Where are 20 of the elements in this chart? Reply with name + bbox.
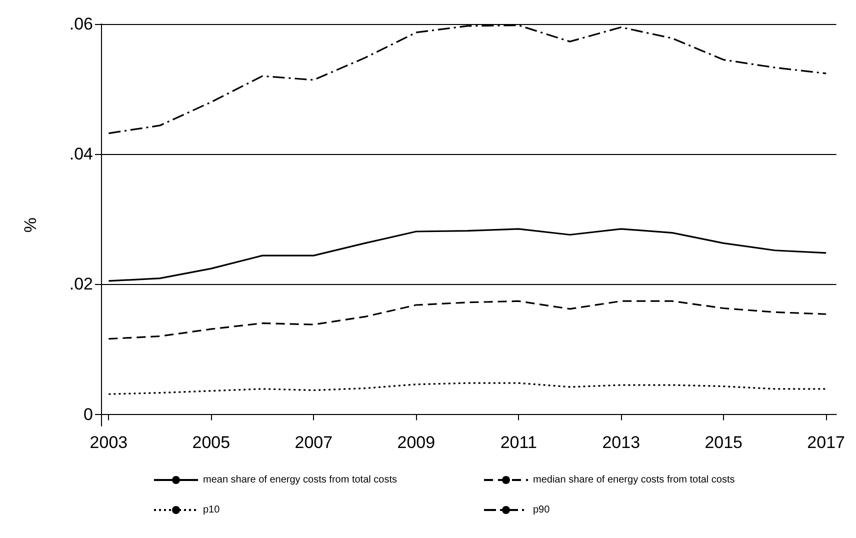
y-tick-label: .04 bbox=[69, 144, 93, 164]
y-axis-title: % bbox=[21, 217, 40, 233]
x-tick-label: 2013 bbox=[602, 433, 640, 452]
legend-label: mean share of energy costs from total costs bbox=[203, 474, 397, 486]
legend-label: p90 bbox=[533, 504, 550, 516]
x-tick-label: 2005 bbox=[192, 433, 230, 452]
y-tick-label: 0 bbox=[84, 404, 93, 424]
line-series bbox=[108, 300, 827, 340]
x-tick-label: 2009 bbox=[397, 433, 436, 452]
legend-label: p10 bbox=[203, 504, 220, 516]
x-tick-label: 2017 bbox=[807, 433, 846, 452]
x-tick-label: 2015 bbox=[704, 433, 743, 452]
x-tick-label: 2011 bbox=[500, 433, 537, 452]
x-tick-label: 2003 bbox=[90, 433, 128, 452]
line-series bbox=[108, 228, 827, 282]
x-tick-label: 2007 bbox=[294, 433, 333, 452]
legend-label: median share of energy costs from total costs bbox=[533, 474, 735, 486]
line-series bbox=[108, 382, 827, 395]
y-tick-label: .06 bbox=[69, 14, 93, 34]
y-tick-label: .02 bbox=[69, 274, 93, 294]
